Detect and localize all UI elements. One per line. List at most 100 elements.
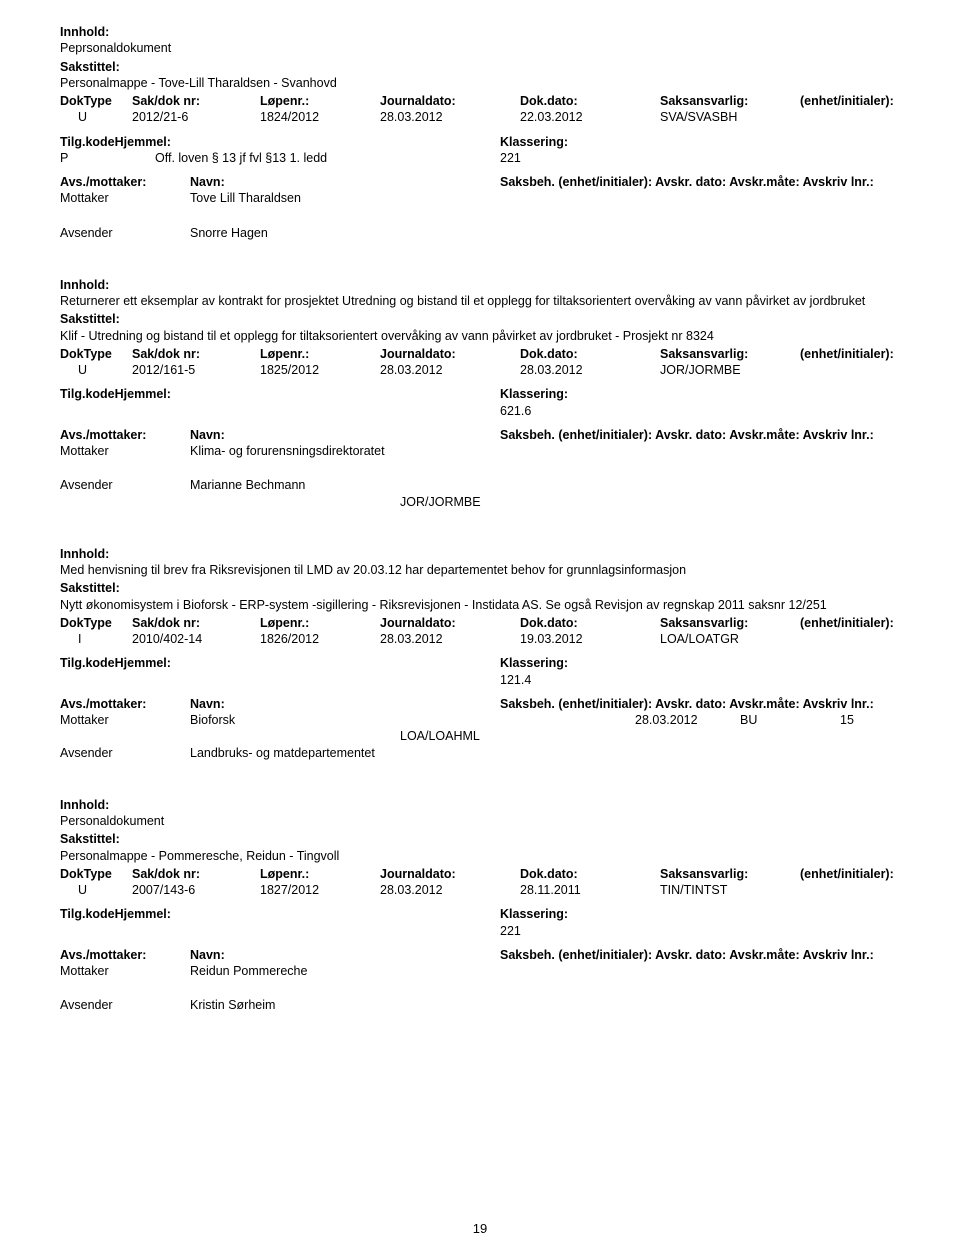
val-saksansvarlig: SVA/SVASBH bbox=[660, 109, 800, 125]
avsender-code: JOR/JORMBE bbox=[400, 494, 481, 510]
tilgkode-label: Tilg.kodeHjemmel: bbox=[60, 134, 500, 150]
val-sakdoknr: 2010/402-14 bbox=[132, 631, 260, 647]
val-saksansvarlig: TIN/TINTST bbox=[660, 882, 800, 898]
val-journaldato: 28.03.2012 bbox=[380, 882, 520, 898]
klass-value-row: 121.4 bbox=[60, 672, 900, 688]
doktype-value-row: I 2010/402-14 1826/2012 28.03.2012 19.03… bbox=[60, 631, 900, 647]
hdr-dokdato: Dok.dato: bbox=[520, 615, 660, 631]
hdr-lopenr: Løpenr.: bbox=[260, 866, 380, 882]
sakstittel-label: Sakstittel: bbox=[60, 831, 900, 847]
tilg-text: Off. loven § 13 jf fvl §13 1. ledd bbox=[155, 150, 500, 166]
avsender-label: Avsender bbox=[60, 225, 190, 241]
hdr-lopenr: Løpenr.: bbox=[260, 615, 380, 631]
val-lopenr: 1825/2012 bbox=[260, 362, 380, 378]
hdr-saksansvarlig: Saksansvarlig: bbox=[660, 866, 800, 882]
val-doktype: U bbox=[60, 109, 132, 125]
navn-label: Navn: bbox=[190, 427, 500, 443]
sakstittel-label: Sakstittel: bbox=[60, 311, 900, 327]
mottaker-row: Mottaker Tove Lill Tharaldsen bbox=[60, 190, 900, 206]
val-doktype: U bbox=[60, 362, 132, 378]
klassering-label: Klassering: bbox=[500, 655, 568, 671]
page: Innhold: Peprsonaldokument Sakstittel: P… bbox=[0, 0, 960, 1256]
hdr-journaldato: Journaldato: bbox=[380, 866, 520, 882]
tilg-header-row: Tilg.kodeHjemmel: Klassering: bbox=[60, 655, 900, 671]
hdr-dokdato: Dok.dato: bbox=[520, 866, 660, 882]
avs-header-row: Avs./mottaker: Navn: Saksbeh. (enhet/ini… bbox=[60, 427, 900, 443]
innhold-label: Innhold: bbox=[60, 797, 900, 813]
hdr-doktype: DokType bbox=[60, 346, 132, 362]
mottaker-extra-date: 28.03.2012 bbox=[635, 712, 740, 728]
doktype-value-row: U 2012/21-6 1824/2012 28.03.2012 22.03.2… bbox=[60, 109, 900, 125]
mottaker-name: Reidun Pommereche bbox=[190, 963, 470, 979]
hdr-journaldato: Journaldato: bbox=[380, 93, 520, 109]
avsender-code-row: JOR/JORMBE bbox=[60, 494, 900, 510]
page-number: 19 bbox=[0, 1221, 960, 1238]
hdr-enhet: (enhet/initialer): bbox=[800, 346, 894, 362]
doktype-value-row: U 2007/143-6 1827/2012 28.03.2012 28.11.… bbox=[60, 882, 900, 898]
hdr-doktype: DokType bbox=[60, 866, 132, 882]
hdr-enhet: (enhet/initialer): bbox=[800, 93, 894, 109]
journal-entry: Innhold: Med henvisning til brev fra Rik… bbox=[60, 546, 900, 761]
mottaker-label: Mottaker bbox=[60, 443, 190, 459]
saksbeh-label: Saksbeh. (enhet/initialer): Avskr. dato:… bbox=[500, 947, 874, 963]
mottaker-name: Klima- og forurensningsdirektoratet bbox=[190, 443, 470, 459]
hdr-lopenr: Løpenr.: bbox=[260, 93, 380, 109]
val-doktype: U bbox=[60, 882, 132, 898]
hdr-sakdoknr: Sak/dok nr: bbox=[132, 866, 260, 882]
hdr-saksansvarlig: Saksansvarlig: bbox=[660, 93, 800, 109]
avsender-name: Kristin Sørheim bbox=[190, 997, 470, 1013]
val-lopenr: 1824/2012 bbox=[260, 109, 380, 125]
avsender-row: Avsender Snorre Hagen bbox=[60, 225, 900, 241]
avs-mottaker-label: Avs./mottaker: bbox=[60, 947, 190, 963]
avsender-name: Marianne Bechmann bbox=[190, 477, 470, 493]
tilgkode-label: Tilg.kodeHjemmel: bbox=[60, 386, 500, 402]
hdr-sakdoknr: Sak/dok nr: bbox=[132, 346, 260, 362]
avs-mottaker-label: Avs./mottaker: bbox=[60, 427, 190, 443]
navn-label: Navn: bbox=[190, 947, 500, 963]
klass-value-row: 621.6 bbox=[60, 403, 900, 419]
hdr-enhet: (enhet/initialer): bbox=[800, 866, 894, 882]
saksbeh-label: Saksbeh. (enhet/initialer): Avskr. dato:… bbox=[500, 174, 874, 190]
hdr-dokdato: Dok.dato: bbox=[520, 93, 660, 109]
avsender-row: Avsender Marianne Bechmann bbox=[60, 477, 900, 493]
avsender-row: Avsender Landbruks- og matdepartementet bbox=[60, 745, 900, 761]
avsender-name: Landbruks- og matdepartementet bbox=[190, 745, 470, 761]
hdr-dokdato: Dok.dato: bbox=[520, 346, 660, 362]
tilg-header-row: Tilg.kodeHjemmel: Klassering: bbox=[60, 906, 900, 922]
avsender-name: Snorre Hagen bbox=[190, 225, 470, 241]
val-dokdato: 28.03.2012 bbox=[520, 362, 660, 378]
avs-mottaker-label: Avs./mottaker: bbox=[60, 174, 190, 190]
sakstittel-label: Sakstittel: bbox=[60, 59, 900, 75]
innhold-value: Med henvisning til brev fra Riksrevisjon… bbox=[60, 562, 900, 578]
doktype-header-row: DokType Sak/dok nr: Løpenr.: Journaldato… bbox=[60, 93, 900, 109]
tilg-value-row: P Off. loven § 13 jf fvl §13 1. ledd 221 bbox=[60, 150, 900, 166]
innhold-value: Peprsonaldokument bbox=[60, 40, 900, 56]
journal-entry: Innhold: Returnerer ett eksemplar av kon… bbox=[60, 277, 900, 510]
klassering-label: Klassering: bbox=[500, 134, 568, 150]
hdr-journaldato: Journaldato: bbox=[380, 346, 520, 362]
hdr-journaldato: Journaldato: bbox=[380, 615, 520, 631]
mottaker-name: Bioforsk bbox=[190, 712, 635, 728]
avs-mottaker-label: Avs./mottaker: bbox=[60, 696, 190, 712]
mottaker-below-code: LOA/LOAHML bbox=[400, 728, 480, 744]
mottaker-extra-code: BU bbox=[740, 712, 840, 728]
tilg-header-row: Tilg.kodeHjemmel: Klassering: bbox=[60, 134, 900, 150]
hdr-doktype: DokType bbox=[60, 93, 132, 109]
val-doktype: I bbox=[60, 631, 132, 647]
avs-header-row: Avs./mottaker: Navn: Saksbeh. (enhet/ini… bbox=[60, 174, 900, 190]
klassering-value: 221 bbox=[500, 923, 521, 939]
val-saksansvarlig: JOR/JORMBE bbox=[660, 362, 800, 378]
innhold-label: Innhold: bbox=[60, 24, 900, 40]
mottaker-label: Mottaker bbox=[60, 712, 190, 728]
avs-header-row: Avs./mottaker: Navn: Saksbeh. (enhet/ini… bbox=[60, 696, 900, 712]
klassering-value: 221 bbox=[500, 150, 521, 166]
hdr-lopenr: Løpenr.: bbox=[260, 346, 380, 362]
val-journaldato: 28.03.2012 bbox=[380, 109, 520, 125]
doktype-value-row: U 2012/161-5 1825/2012 28.03.2012 28.03.… bbox=[60, 362, 900, 378]
doktype-header-row: DokType Sak/dok nr: Løpenr.: Journaldato… bbox=[60, 615, 900, 631]
mottaker-row: Mottaker Bioforsk 28.03.2012 BU 15 bbox=[60, 712, 900, 728]
journal-entry: Innhold: Personaldokument Sakstittel: Pe… bbox=[60, 797, 900, 1014]
avsender-label: Avsender bbox=[60, 997, 190, 1013]
val-journaldato: 28.03.2012 bbox=[380, 631, 520, 647]
mottaker-label: Mottaker bbox=[60, 190, 190, 206]
